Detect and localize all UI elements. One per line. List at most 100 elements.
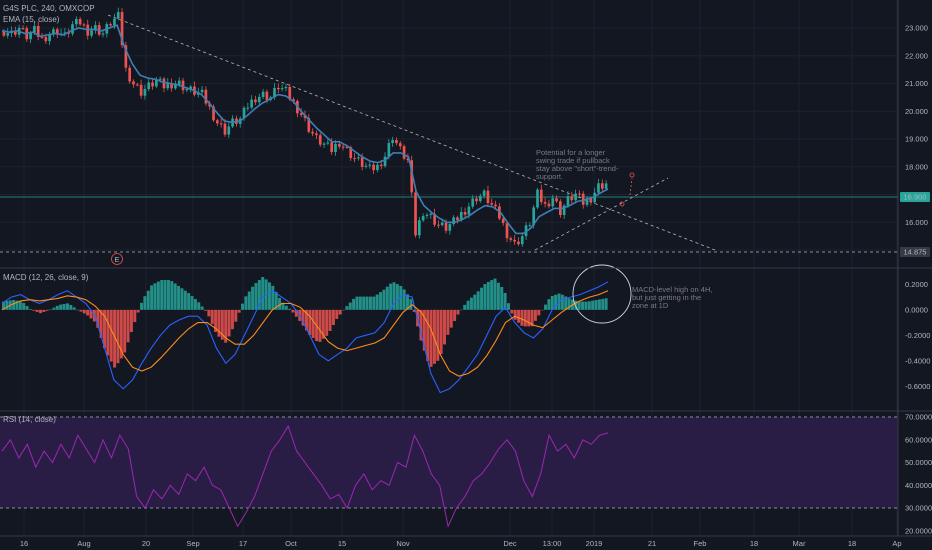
macd-histogram-bar xyxy=(160,280,164,310)
macd-histogram-bar xyxy=(469,297,473,310)
price-scale-label: 70.0000 xyxy=(905,413,932,422)
macd-histogram-bar xyxy=(345,306,349,310)
macd-histogram-bar xyxy=(547,299,551,310)
candle-body xyxy=(604,183,608,189)
macd-histogram-bar xyxy=(577,301,581,310)
macd-pane[interactable] xyxy=(1,264,632,394)
candle-body xyxy=(109,24,112,26)
candle-body xyxy=(505,223,509,239)
macd-histogram-bar xyxy=(507,303,510,310)
macd-histogram-bar xyxy=(449,309,453,328)
macd-histogram-bar xyxy=(5,300,9,310)
rsi-pane[interactable] xyxy=(0,416,898,528)
time-scale-label: 15 xyxy=(338,539,346,548)
macd-histogram-bar xyxy=(291,309,295,313)
candle-body xyxy=(318,135,322,145)
macd-histogram-bar xyxy=(113,309,117,368)
candle-body xyxy=(444,222,448,231)
candle-body xyxy=(322,143,326,145)
candle-body xyxy=(139,84,143,96)
macd-histogram-bar xyxy=(550,295,554,310)
macd-histogram-bar xyxy=(116,309,120,364)
candle-body xyxy=(589,198,593,203)
current-price-value: 16.900 xyxy=(904,193,927,202)
macd-histogram-bar xyxy=(379,292,383,310)
macd-histogram-bar xyxy=(513,309,517,320)
candle-body xyxy=(273,87,276,98)
macd-histogram-bar xyxy=(601,298,605,310)
candle-body xyxy=(368,164,372,166)
macd-histogram-bar xyxy=(368,296,372,310)
rsi-legend[interactable]: RSI (14, close) xyxy=(3,415,56,424)
candle-body xyxy=(353,158,356,160)
candle-body xyxy=(513,239,516,242)
candle-body xyxy=(208,103,212,107)
macd-legend[interactable]: MACD (12, 26, close, 9) xyxy=(3,273,89,282)
low-price-value: 14.875 xyxy=(904,248,927,257)
symbol-title[interactable]: G4S PLC, 240, OMXCOP xyxy=(3,4,95,13)
candle-body xyxy=(90,30,93,36)
macd-histogram-bar xyxy=(554,294,558,310)
candle-body xyxy=(349,147,353,159)
macd-histogram-bar xyxy=(486,281,490,310)
macd-histogram-bar xyxy=(348,302,352,310)
macd-histogram-bar xyxy=(2,301,5,310)
earnings-marker[interactable]: E xyxy=(111,253,123,265)
candle-body xyxy=(452,217,455,225)
candle-body xyxy=(555,198,558,202)
macd-histogram-bar xyxy=(214,309,218,333)
time-scale[interactable]: 16 Aug 20 Sep 17 Oct 15 Nov Dec 13:00 2019 21 Feb 18 M… xyxy=(20,539,902,548)
macd-note-line: MACD-level high on 4H, xyxy=(632,285,712,294)
macd-histogram-bar xyxy=(409,299,413,310)
macd-histogram-bar xyxy=(278,297,282,310)
macd-histogram-bar xyxy=(284,305,288,310)
rsi-line xyxy=(1,424,609,528)
candle-body xyxy=(345,146,349,148)
ema-legend[interactable]: EMA (15, close) xyxy=(3,15,60,24)
candle-body xyxy=(29,32,32,40)
macd-histogram-bar xyxy=(436,309,440,361)
candle-body xyxy=(593,192,596,203)
candle-body xyxy=(383,156,387,167)
price-scale-label: -0.4000 xyxy=(905,356,930,365)
candle-body xyxy=(433,213,436,225)
macd-histogram-bar xyxy=(429,309,433,367)
candle-body xyxy=(597,183,600,193)
macd-histogram-bar xyxy=(257,280,261,310)
macd-histogram-bar xyxy=(476,291,480,310)
price-pane[interactable] xyxy=(0,7,898,253)
macd-histogram-bar xyxy=(496,282,500,310)
macd-histogram-bar xyxy=(419,309,423,341)
macd-histogram-bar xyxy=(560,294,564,310)
macd-histogram-bar xyxy=(523,309,527,327)
macd-histogram-bar xyxy=(510,309,514,314)
macd-histogram-bar xyxy=(362,296,366,310)
time-scale-label: 20 xyxy=(142,539,150,548)
macd-histogram-bar xyxy=(207,309,211,317)
time-scale-label: Aug xyxy=(77,539,90,548)
macd-histogram-bar xyxy=(301,309,305,326)
price-scale-label: -0.6000 xyxy=(905,382,930,391)
current-price-tag: 16.900 xyxy=(900,192,930,202)
macd-histogram-bar xyxy=(338,309,342,315)
macd-histogram-bar xyxy=(193,299,197,310)
candle-body xyxy=(82,24,86,26)
macd-histogram-bar xyxy=(342,309,345,311)
macd-histogram-bar xyxy=(456,309,460,315)
candle-body xyxy=(440,222,444,226)
candle-body xyxy=(600,183,604,189)
candle-body xyxy=(71,24,74,34)
candle-body xyxy=(490,202,494,205)
candle-body xyxy=(570,196,574,201)
macd-histogram-bar xyxy=(119,309,123,359)
macd-histogram-bar xyxy=(537,309,541,316)
macd-histogram-bar xyxy=(540,309,544,311)
candle-body xyxy=(536,189,539,208)
macd-histogram-bar xyxy=(247,291,251,310)
macd-histogram xyxy=(2,277,608,368)
macd-histogram-bar xyxy=(355,296,359,310)
macd-histogram-bar xyxy=(156,281,160,310)
candle-body xyxy=(467,206,471,215)
candle-body xyxy=(418,220,421,236)
